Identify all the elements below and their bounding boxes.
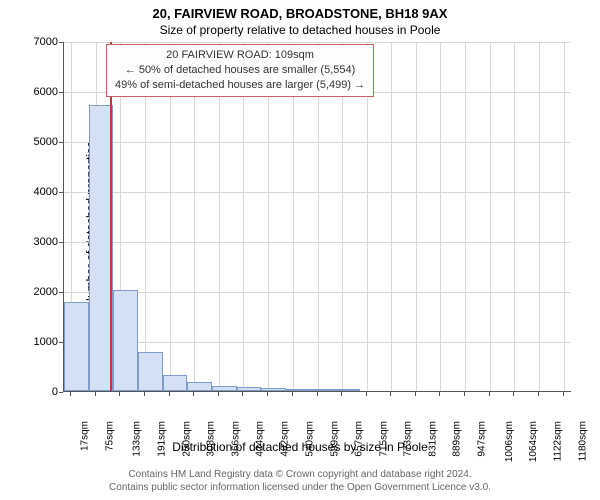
xtick-mark [415, 392, 416, 396]
annotation-box: 20 FAIRVIEW ROAD: 109sqm ← 50% of detach… [106, 44, 374, 97]
histogram-bar [64, 302, 89, 391]
ytick-mark [59, 42, 63, 43]
x-axis-label: Distribution of detached houses by size … [0, 440, 600, 454]
footer-text: Contains HM Land Registry data © Crown c… [0, 468, 600, 494]
gridline-v [465, 42, 466, 391]
gridline-v [539, 42, 540, 391]
xtick-mark [70, 392, 71, 396]
xtick-mark [169, 392, 170, 396]
xtick-mark [119, 392, 120, 396]
ytick-mark [59, 392, 63, 393]
histogram-bar [310, 389, 335, 391]
xtick-mark [464, 392, 465, 396]
xtick-mark [242, 392, 243, 396]
footer-line2: Contains public sector information licen… [0, 481, 600, 494]
xtick-mark [489, 392, 490, 396]
chart-subtitle: Size of property relative to detached ho… [0, 21, 600, 37]
gridline-v [564, 42, 565, 391]
xtick-mark [218, 392, 219, 396]
xtick-mark [538, 392, 539, 396]
chart-title-address: 20, FAIRVIEW ROAD, BROADSTONE, BH18 9AX [0, 0, 600, 21]
histogram-bar [138, 352, 163, 391]
ytick-mark [59, 242, 63, 243]
ytick-mark [59, 92, 63, 93]
ytick-mark [59, 192, 63, 193]
xtick-mark [267, 392, 268, 396]
ytick-label: 0 [18, 386, 58, 398]
ytick-label: 6000 [18, 86, 58, 98]
xtick-mark [513, 392, 514, 396]
xtick-mark [563, 392, 564, 396]
ytick-label: 5000 [18, 136, 58, 148]
histogram-bar [237, 387, 262, 391]
histogram-bar [163, 375, 188, 392]
chart-container: { "titles": { "line1": "20, FAIRVIEW ROA… [0, 0, 600, 500]
gridline-v [391, 42, 392, 391]
histogram-bar [286, 389, 311, 391]
xtick-mark [292, 392, 293, 396]
histogram-bar [335, 389, 360, 391]
xtick-mark [366, 392, 367, 396]
histogram-bar [261, 388, 286, 391]
ytick-label: 4000 [18, 186, 58, 198]
ytick-mark [59, 342, 63, 343]
ytick-label: 1000 [18, 336, 58, 348]
ytick-mark [59, 142, 63, 143]
xtick-mark [95, 392, 96, 396]
gridline-v [416, 42, 417, 391]
xtick-mark [144, 392, 145, 396]
ytick-label: 2000 [18, 286, 58, 298]
xtick-mark [193, 392, 194, 396]
annotation-line2: ← 50% of detached houses are smaller (5,… [115, 63, 365, 78]
xtick-mark [390, 392, 391, 396]
xtick-mark [439, 392, 440, 396]
ytick-label: 7000 [18, 36, 58, 48]
gridline-v [514, 42, 515, 391]
annotation-line1: 20 FAIRVIEW ROAD: 109sqm [115, 48, 365, 63]
xtick-mark [341, 392, 342, 396]
histogram-bar [212, 386, 237, 392]
xtick-mark [317, 392, 318, 396]
ytick-label: 3000 [18, 236, 58, 248]
histogram-bar [187, 382, 212, 391]
gridline-v [440, 42, 441, 391]
footer-line1: Contains HM Land Registry data © Crown c… [0, 468, 600, 481]
annotation-line3: 49% of semi-detached houses are larger (… [115, 78, 365, 93]
ytick-mark [59, 292, 63, 293]
histogram-bar [113, 290, 138, 392]
gridline-v [490, 42, 491, 391]
